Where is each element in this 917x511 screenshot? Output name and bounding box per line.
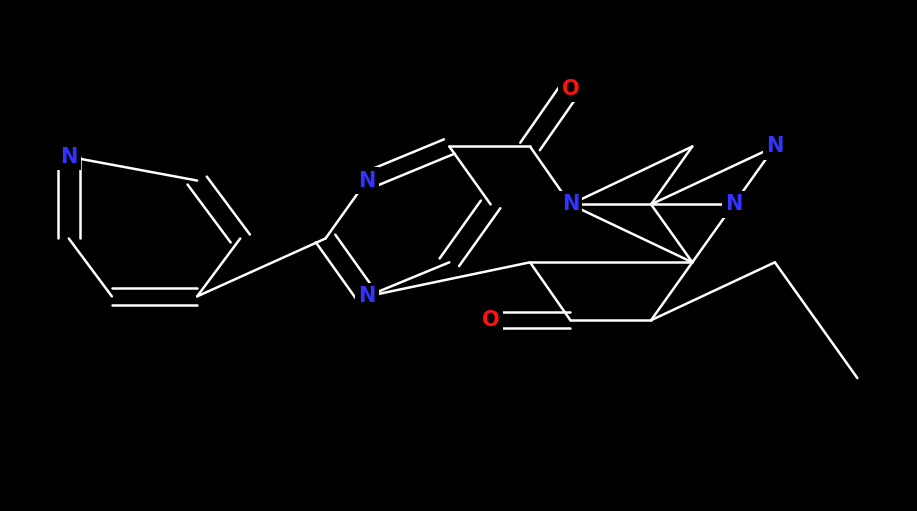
Text: O: O (481, 310, 500, 330)
Text: N: N (61, 147, 77, 167)
Text: N: N (359, 286, 375, 307)
Text: N: N (562, 194, 579, 215)
Text: N: N (767, 136, 783, 156)
Text: N: N (359, 171, 375, 191)
Text: O: O (561, 79, 580, 99)
Text: N: N (725, 194, 742, 215)
